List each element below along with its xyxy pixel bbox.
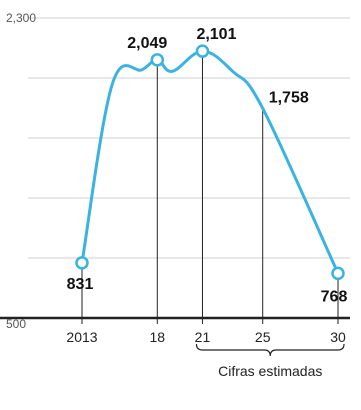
y-tick-label: 500	[6, 317, 26, 331]
x-tick-label: 18	[150, 329, 166, 345]
y-tick-label: 2,300	[6, 11, 36, 25]
point-marker	[331, 266, 345, 281]
point-marker	[75, 256, 89, 270]
gridlines	[28, 17, 350, 259]
data-label: 768	[321, 288, 348, 305]
y-tick-labels: 2,300 500	[6, 11, 36, 331]
drop-lines	[81, 57, 339, 318]
x-tick-label: 30	[330, 329, 346, 345]
point-marker	[195, 44, 210, 58]
estimated-note: Cifras estimadas	[218, 363, 322, 379]
data-label: 2,101	[196, 26, 236, 43]
data-label: 1,758	[269, 89, 309, 106]
x-tick-label: 25	[255, 329, 271, 345]
x-ticks: 2013 18 21 25 30	[66, 318, 346, 345]
series-line	[80, 49, 340, 275]
data-labels: 831 2,049 2,101 1,758 768	[67, 26, 348, 305]
estimated-bracket	[195, 343, 345, 357]
x-tick-label: 21	[195, 329, 211, 345]
x-tick-label: 2013	[66, 329, 97, 345]
data-label: 2,049	[127, 35, 167, 52]
data-label: 831	[67, 276, 94, 293]
point-marker	[150, 53, 165, 67]
point-markers	[75, 44, 345, 281]
